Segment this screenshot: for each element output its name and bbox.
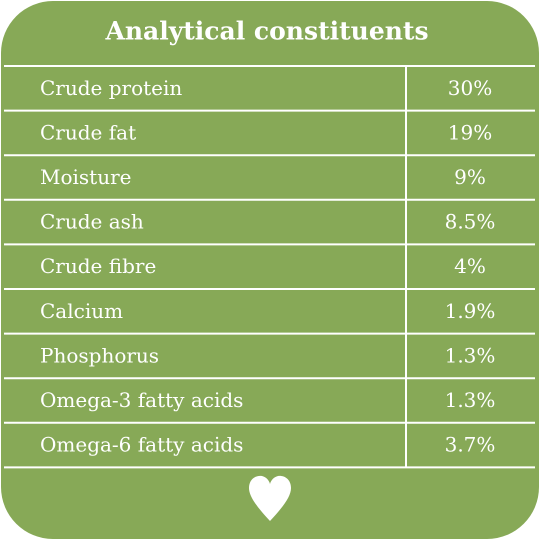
row-value: 1.3% xyxy=(445,388,496,412)
row-label: Crude fat xyxy=(40,120,136,144)
row-value: 19% xyxy=(448,120,492,144)
row-label: Crude protein xyxy=(40,76,182,100)
row-value: 30% xyxy=(448,76,492,100)
row-value: 1.3% xyxy=(445,343,496,367)
row-label: Phosphorus xyxy=(40,343,159,367)
row-value: 1.9% xyxy=(445,299,496,323)
heart-icon xyxy=(249,475,291,521)
row-value: 8.5% xyxy=(445,210,496,234)
row-value: 9% xyxy=(454,165,486,189)
row-label: Crude fibre xyxy=(40,254,156,278)
row-label: Omega-6 fatty acids xyxy=(40,433,243,457)
row-label: Moisture xyxy=(40,165,132,189)
row-label: Calcium xyxy=(40,299,123,323)
row-value: 3.7% xyxy=(445,433,496,457)
row-label: Crude ash xyxy=(40,210,144,234)
row-value: 4% xyxy=(454,254,486,278)
row-label: Omega-3 fatty acids xyxy=(40,388,243,412)
card-title: Analytical constituents xyxy=(104,17,428,46)
